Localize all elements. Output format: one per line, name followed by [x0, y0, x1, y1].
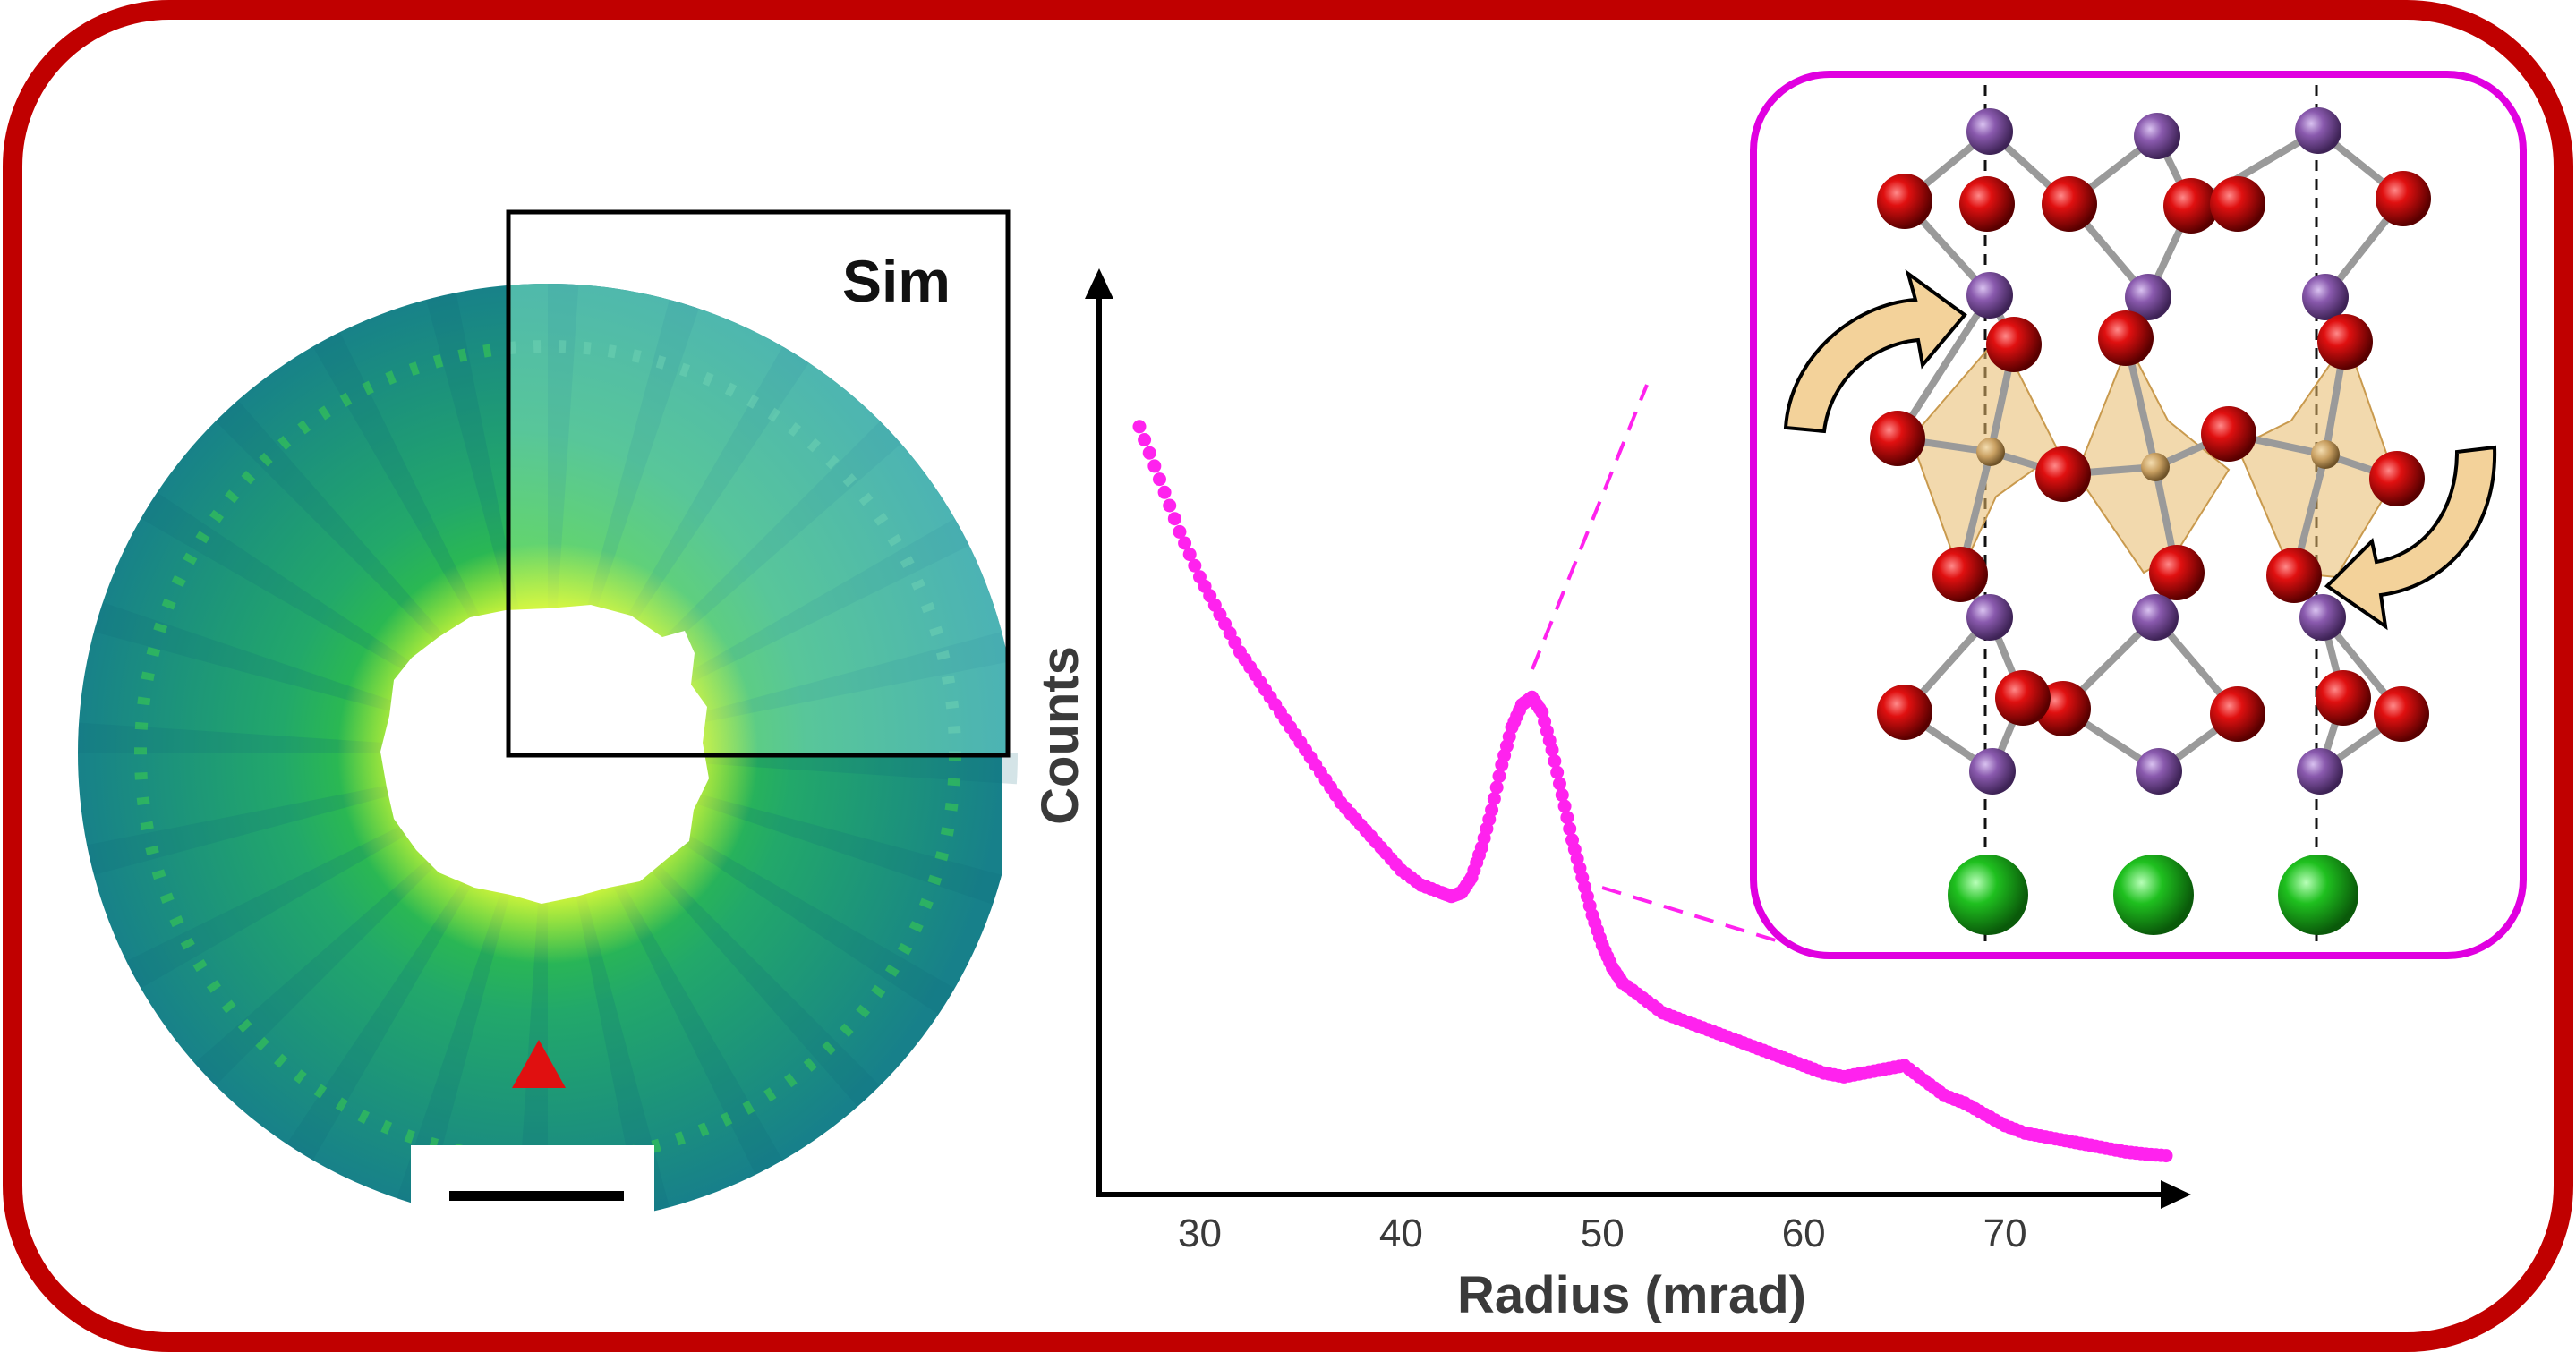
data-point — [1555, 787, 1569, 802]
red-atom — [1870, 411, 1925, 466]
rotation-arrow-left-icon — [1783, 269, 1967, 434]
purple-atom — [2125, 274, 2171, 320]
atoms — [1870, 107, 2431, 935]
diffraction-pattern: Sim — [78, 209, 1018, 1226]
crystal-structure — [1750, 71, 2527, 959]
scale-bar — [449, 1191, 624, 1201]
red-atom — [2149, 545, 2205, 600]
x-axis-arrowhead — [2161, 1180, 2191, 1209]
data-point — [1548, 754, 1562, 769]
data-point — [1152, 472, 1166, 487]
x-axis-label: Radius (mrad) — [1457, 1266, 1806, 1324]
red-atom — [1995, 670, 2051, 726]
data-point — [1188, 558, 1202, 573]
sim-label: Sim — [842, 248, 951, 314]
data-point — [1182, 548, 1197, 562]
x-tick-label: 60 — [1782, 1212, 1826, 1255]
purple-atom — [2136, 748, 2182, 795]
red-atom — [2374, 686, 2429, 742]
data-point — [1492, 769, 1506, 783]
data-point — [1550, 765, 1565, 779]
data-point — [1545, 743, 1559, 757]
x-tick-label: 30 — [1178, 1212, 1222, 1255]
y-axis-label: Counts — [1031, 646, 1089, 825]
purple-atom — [2295, 107, 2341, 154]
tan-atom — [1976, 438, 2005, 466]
purple-atom — [1969, 748, 2016, 795]
red-atom — [2266, 548, 2322, 603]
red-atom — [2163, 178, 2219, 234]
x-tick-label: 50 — [1581, 1212, 1625, 1255]
sim-quadrant — [508, 284, 1008, 755]
green-atom — [2113, 855, 2194, 935]
data-point — [1557, 799, 1572, 813]
data-point — [1485, 803, 1499, 817]
red-atom — [2210, 176, 2265, 232]
red-atom — [2369, 451, 2425, 506]
purple-atom — [2132, 594, 2179, 641]
red-atom — [2210, 686, 2265, 742]
data-point — [1563, 821, 1577, 836]
data-point — [1560, 811, 1574, 825]
data-point — [1138, 433, 1152, 446]
red-atom — [2316, 670, 2371, 726]
data-point — [1173, 524, 1187, 539]
data-point — [1147, 459, 1162, 473]
radial-profile-chart: 30 40 50 60 70 Radius (mrad) Counts — [1031, 268, 2191, 1324]
bond — [1894, 292, 1993, 442]
sim-inset-box — [506, 209, 1011, 758]
red-atom — [2098, 310, 2154, 366]
data-point — [1142, 446, 1156, 460]
red-atom — [1959, 176, 2015, 232]
red-atom — [1877, 174, 1932, 229]
zoom-line-top — [1531, 384, 1649, 670]
data-point — [1157, 485, 1172, 499]
red-triangle-marker — [512, 1040, 566, 1088]
tan-atom — [2141, 453, 2170, 481]
red-atom — [1932, 547, 1988, 602]
red-atom — [2376, 171, 2431, 226]
tan-atom — [2311, 440, 2340, 469]
red-atom — [2201, 406, 2256, 462]
purple-atom — [1966, 272, 2013, 319]
green-atom — [1948, 855, 2028, 935]
purple-atom — [1966, 108, 2013, 155]
purple-atom — [2302, 274, 2349, 320]
data-point — [1178, 536, 1192, 550]
data-point — [2159, 1149, 2173, 1163]
purple-atom — [2297, 748, 2343, 795]
red-atom — [2317, 314, 2373, 370]
red-atom — [1986, 317, 2042, 372]
red-atom — [1877, 685, 1932, 740]
data-series — [1132, 420, 2173, 1163]
data-point — [1552, 777, 1566, 791]
data-point — [1167, 512, 1181, 526]
purple-atom — [2299, 594, 2346, 641]
data-point — [1163, 498, 1177, 513]
x-tick-label: 40 — [1379, 1212, 1423, 1255]
green-atom — [2278, 855, 2358, 935]
x-tick-label: 70 — [1983, 1212, 2027, 1255]
red-atom — [2042, 176, 2097, 232]
y-axis-arrowhead — [1085, 268, 1113, 299]
data-point — [1132, 420, 1147, 434]
rotation-arrow-right-icon — [2324, 445, 2497, 631]
purple-atom — [2134, 113, 2180, 159]
scale-bar-box — [411, 1145, 654, 1226]
red-atom — [2035, 446, 2091, 502]
data-point — [1489, 780, 1504, 795]
data-point — [1487, 792, 1501, 806]
purple-atom — [1966, 594, 2013, 641]
x-tick-labels: 30 40 50 60 70 — [1178, 1212, 2027, 1255]
